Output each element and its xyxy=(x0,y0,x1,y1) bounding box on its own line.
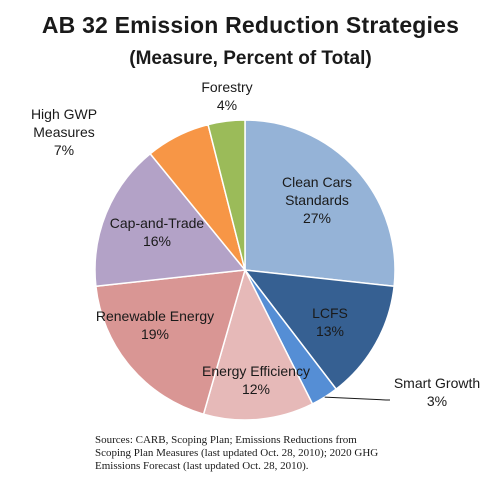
pie-slice-forestry xyxy=(207,119,246,271)
slice-label-smart-growth: Smart Growth 3% xyxy=(394,375,480,409)
slice-label-clean-cars-standards: Clean Cars Standards 27% xyxy=(282,174,352,226)
chart-subtitle: (Measure, Percent of Total) xyxy=(129,48,372,69)
chart-title: AB 32 Emission Reduction Strategies xyxy=(41,12,460,38)
pie-slice-lcfs xyxy=(243,269,395,391)
pie-slice-energy-efficiency xyxy=(202,267,314,421)
slice-label-energy-efficiency: Energy Efficiency 12% xyxy=(202,363,310,397)
pie-slice-clean-cars-standards xyxy=(244,119,396,288)
sources-line: Sources: CARB, Scoping Plan; Emissions R… xyxy=(95,434,357,446)
sources-line: Scoping Plan Measures (last updated Oct.… xyxy=(95,447,379,459)
leader-line-smart-growth xyxy=(324,396,390,401)
slice-label-cap-and-trade: Cap-and-Trade 16% xyxy=(110,215,205,249)
pie-slice-cap-and-trade xyxy=(94,152,247,288)
slice-label-renewable-energy: Renewable Energy 19% xyxy=(96,308,214,342)
sources-note: Sources: CARB, Scoping Plan; Emissions R… xyxy=(95,434,465,473)
slice-label-forestry: Forestry 4% xyxy=(201,79,252,113)
slice-label-lcfs: LCFS 13% xyxy=(312,305,348,339)
slice-label-high-gwp-measures: High GWP Measures 7% xyxy=(31,106,97,158)
pie-slice-renewable-energy xyxy=(95,269,247,416)
sources-line: Emissions Forecast (last updated Oct. 28… xyxy=(95,460,309,472)
